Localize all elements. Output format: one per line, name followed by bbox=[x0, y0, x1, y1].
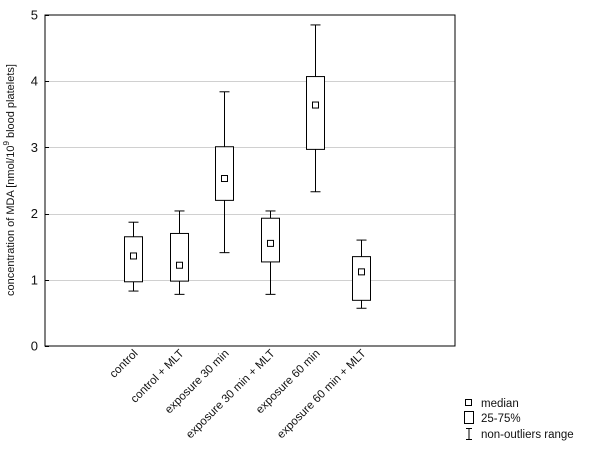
box-group bbox=[170, 210, 189, 295]
y-axis-label-main: concentration of MDA [nmol/10 bbox=[5, 146, 17, 296]
box-group bbox=[124, 221, 143, 292]
x-tick-label: exposure 30 min + MLT bbox=[184, 348, 278, 442]
legend-median-label: median bbox=[481, 398, 519, 410]
median-marker bbox=[312, 101, 319, 109]
iqr-box bbox=[215, 146, 234, 201]
legend: median 25-75% non-outliers range bbox=[464, 398, 574, 441]
y-axis-label: concentration of MDA [nmol/109 blood pla… bbox=[2, 64, 17, 296]
y-tick-label: 5 bbox=[31, 8, 38, 23]
legend-box-symbol bbox=[464, 411, 474, 424]
legend-whisker-label: non-outliers range bbox=[481, 429, 574, 441]
legend-item-box: 25-75% bbox=[464, 411, 521, 425]
y-axis-label-superscript: 9 bbox=[2, 141, 11, 146]
x-tick-label: control bbox=[108, 348, 141, 381]
legend-item-whisker: non-outliers range bbox=[466, 428, 574, 441]
legend-item-median: median bbox=[465, 398, 519, 410]
median-marker bbox=[130, 252, 137, 260]
y-tick-label: 1 bbox=[31, 272, 38, 287]
legend-whisker-symbol bbox=[466, 428, 472, 440]
median-marker bbox=[358, 268, 365, 276]
box-group bbox=[352, 239, 371, 309]
box-group bbox=[215, 91, 234, 254]
x-tick-label: exposure 60 min + MLT bbox=[275, 348, 369, 442]
box-group bbox=[306, 24, 325, 193]
y-axis-ticks: 0 1 2 3 4 5 bbox=[31, 8, 49, 354]
axes bbox=[44, 14, 456, 347]
box-group bbox=[261, 210, 280, 295]
median-marker bbox=[267, 239, 274, 247]
plot-frame bbox=[44, 14, 456, 347]
y-tick-label: 2 bbox=[31, 206, 38, 221]
gridlines bbox=[45, 81, 455, 281]
y-tick-label: 0 bbox=[31, 339, 38, 354]
legend-box-label: 25-75% bbox=[481, 413, 521, 425]
box-series bbox=[124, 24, 371, 309]
y-tick-label: 4 bbox=[31, 74, 38, 89]
y-axis-label-suffix: blood platelets] bbox=[5, 64, 17, 141]
iqr-box bbox=[352, 256, 371, 301]
median-marker bbox=[176, 261, 183, 269]
iqr-box bbox=[170, 232, 189, 282]
iqr-box bbox=[306, 76, 325, 150]
legend-median-symbol bbox=[465, 399, 472, 406]
y-tick-label: 3 bbox=[31, 140, 38, 155]
median-marker bbox=[221, 175, 228, 183]
